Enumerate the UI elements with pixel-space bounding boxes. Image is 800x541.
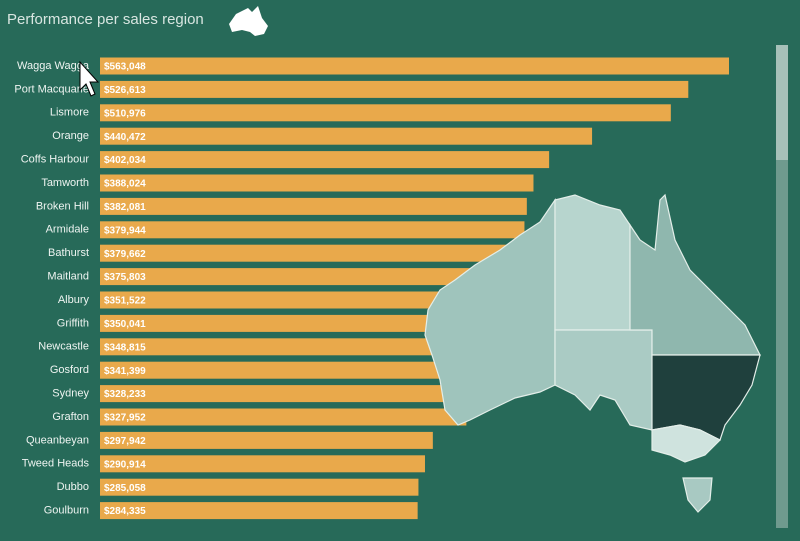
data-label: $350,041 (104, 319, 146, 330)
map-vic (651, 424, 722, 463)
bar (100, 268, 520, 286)
category-label: Sydney (52, 388, 89, 400)
category-label: Gosford (50, 364, 89, 376)
bar (100, 455, 425, 473)
category-label: Goulburn (44, 505, 89, 517)
bar (100, 80, 689, 98)
bar (100, 478, 419, 496)
data-label: $348,815 (104, 342, 146, 353)
category-label: Newcastle (38, 341, 89, 353)
bar (100, 174, 534, 192)
mouse-cursor (79, 60, 100, 97)
category-label: Bathurst (48, 247, 89, 259)
category-label: Tweed Heads (22, 458, 90, 470)
category-label: Armidale (46, 224, 89, 236)
category-label: Port Macquarie (14, 83, 89, 95)
bar (100, 57, 729, 75)
data-label: $526,613 (104, 85, 146, 96)
category-label: Tamworth (41, 177, 89, 189)
data-label: $351,522 (104, 296, 146, 307)
bar (100, 221, 525, 239)
data-label: $388,024 (104, 179, 146, 190)
bar (100, 151, 550, 169)
map-nt (554, 194, 631, 331)
data-label: $328,233 (104, 389, 146, 400)
data-label: $379,662 (104, 249, 146, 260)
data-label: $510,976 (104, 108, 146, 119)
bar (100, 502, 418, 520)
bar (100, 431, 433, 449)
bar (100, 244, 525, 262)
category-label: Maitland (47, 271, 89, 283)
data-label: $290,914 (104, 459, 146, 470)
bar (100, 197, 527, 215)
bar (100, 127, 593, 145)
category-label: Broken Hill (36, 200, 89, 212)
australia-map (424, 193, 761, 513)
category-label: Grafton (52, 411, 89, 423)
chart-title: Performance per sales region (7, 11, 204, 28)
data-label: $327,952 (104, 413, 146, 424)
category-label: Griffith (57, 317, 89, 329)
bar-group: Wagga Wagga $563,048 Port Macquarie $526,61… (14, 57, 729, 520)
bar (100, 338, 490, 356)
category-label: Wagga Wagga (17, 60, 90, 72)
category-label: Albury (58, 294, 90, 306)
data-label: $563,048 (104, 62, 146, 73)
bar (100, 385, 467, 403)
bar (100, 104, 671, 122)
data-label: $284,335 (104, 506, 146, 517)
category-label: Queanbeyan (26, 434, 89, 446)
data-label: $379,944 (104, 225, 146, 236)
bar (100, 291, 493, 309)
map-qld (629, 193, 761, 356)
category-label: Orange (52, 130, 89, 142)
data-label: $341,399 (104, 366, 146, 377)
scrollbar-thumb[interactable] (776, 45, 788, 160)
data-label: $402,034 (104, 155, 146, 166)
map-tas (682, 477, 713, 513)
category-label: Coffs Harbour (21, 154, 90, 166)
category-label: Dubbo (57, 481, 89, 493)
bar (100, 314, 492, 332)
category-label: Lismore (50, 107, 89, 119)
bar (100, 408, 467, 426)
australia-icon (229, 6, 268, 36)
data-label: $440,472 (104, 132, 146, 143)
map-wa (424, 198, 556, 426)
data-label: $375,803 (104, 272, 146, 283)
data-label: $382,081 (104, 202, 146, 213)
data-label: $297,942 (104, 436, 146, 447)
scrollbar-track[interactable] (776, 45, 788, 528)
bar (100, 361, 482, 379)
data-label: $285,058 (104, 483, 146, 494)
